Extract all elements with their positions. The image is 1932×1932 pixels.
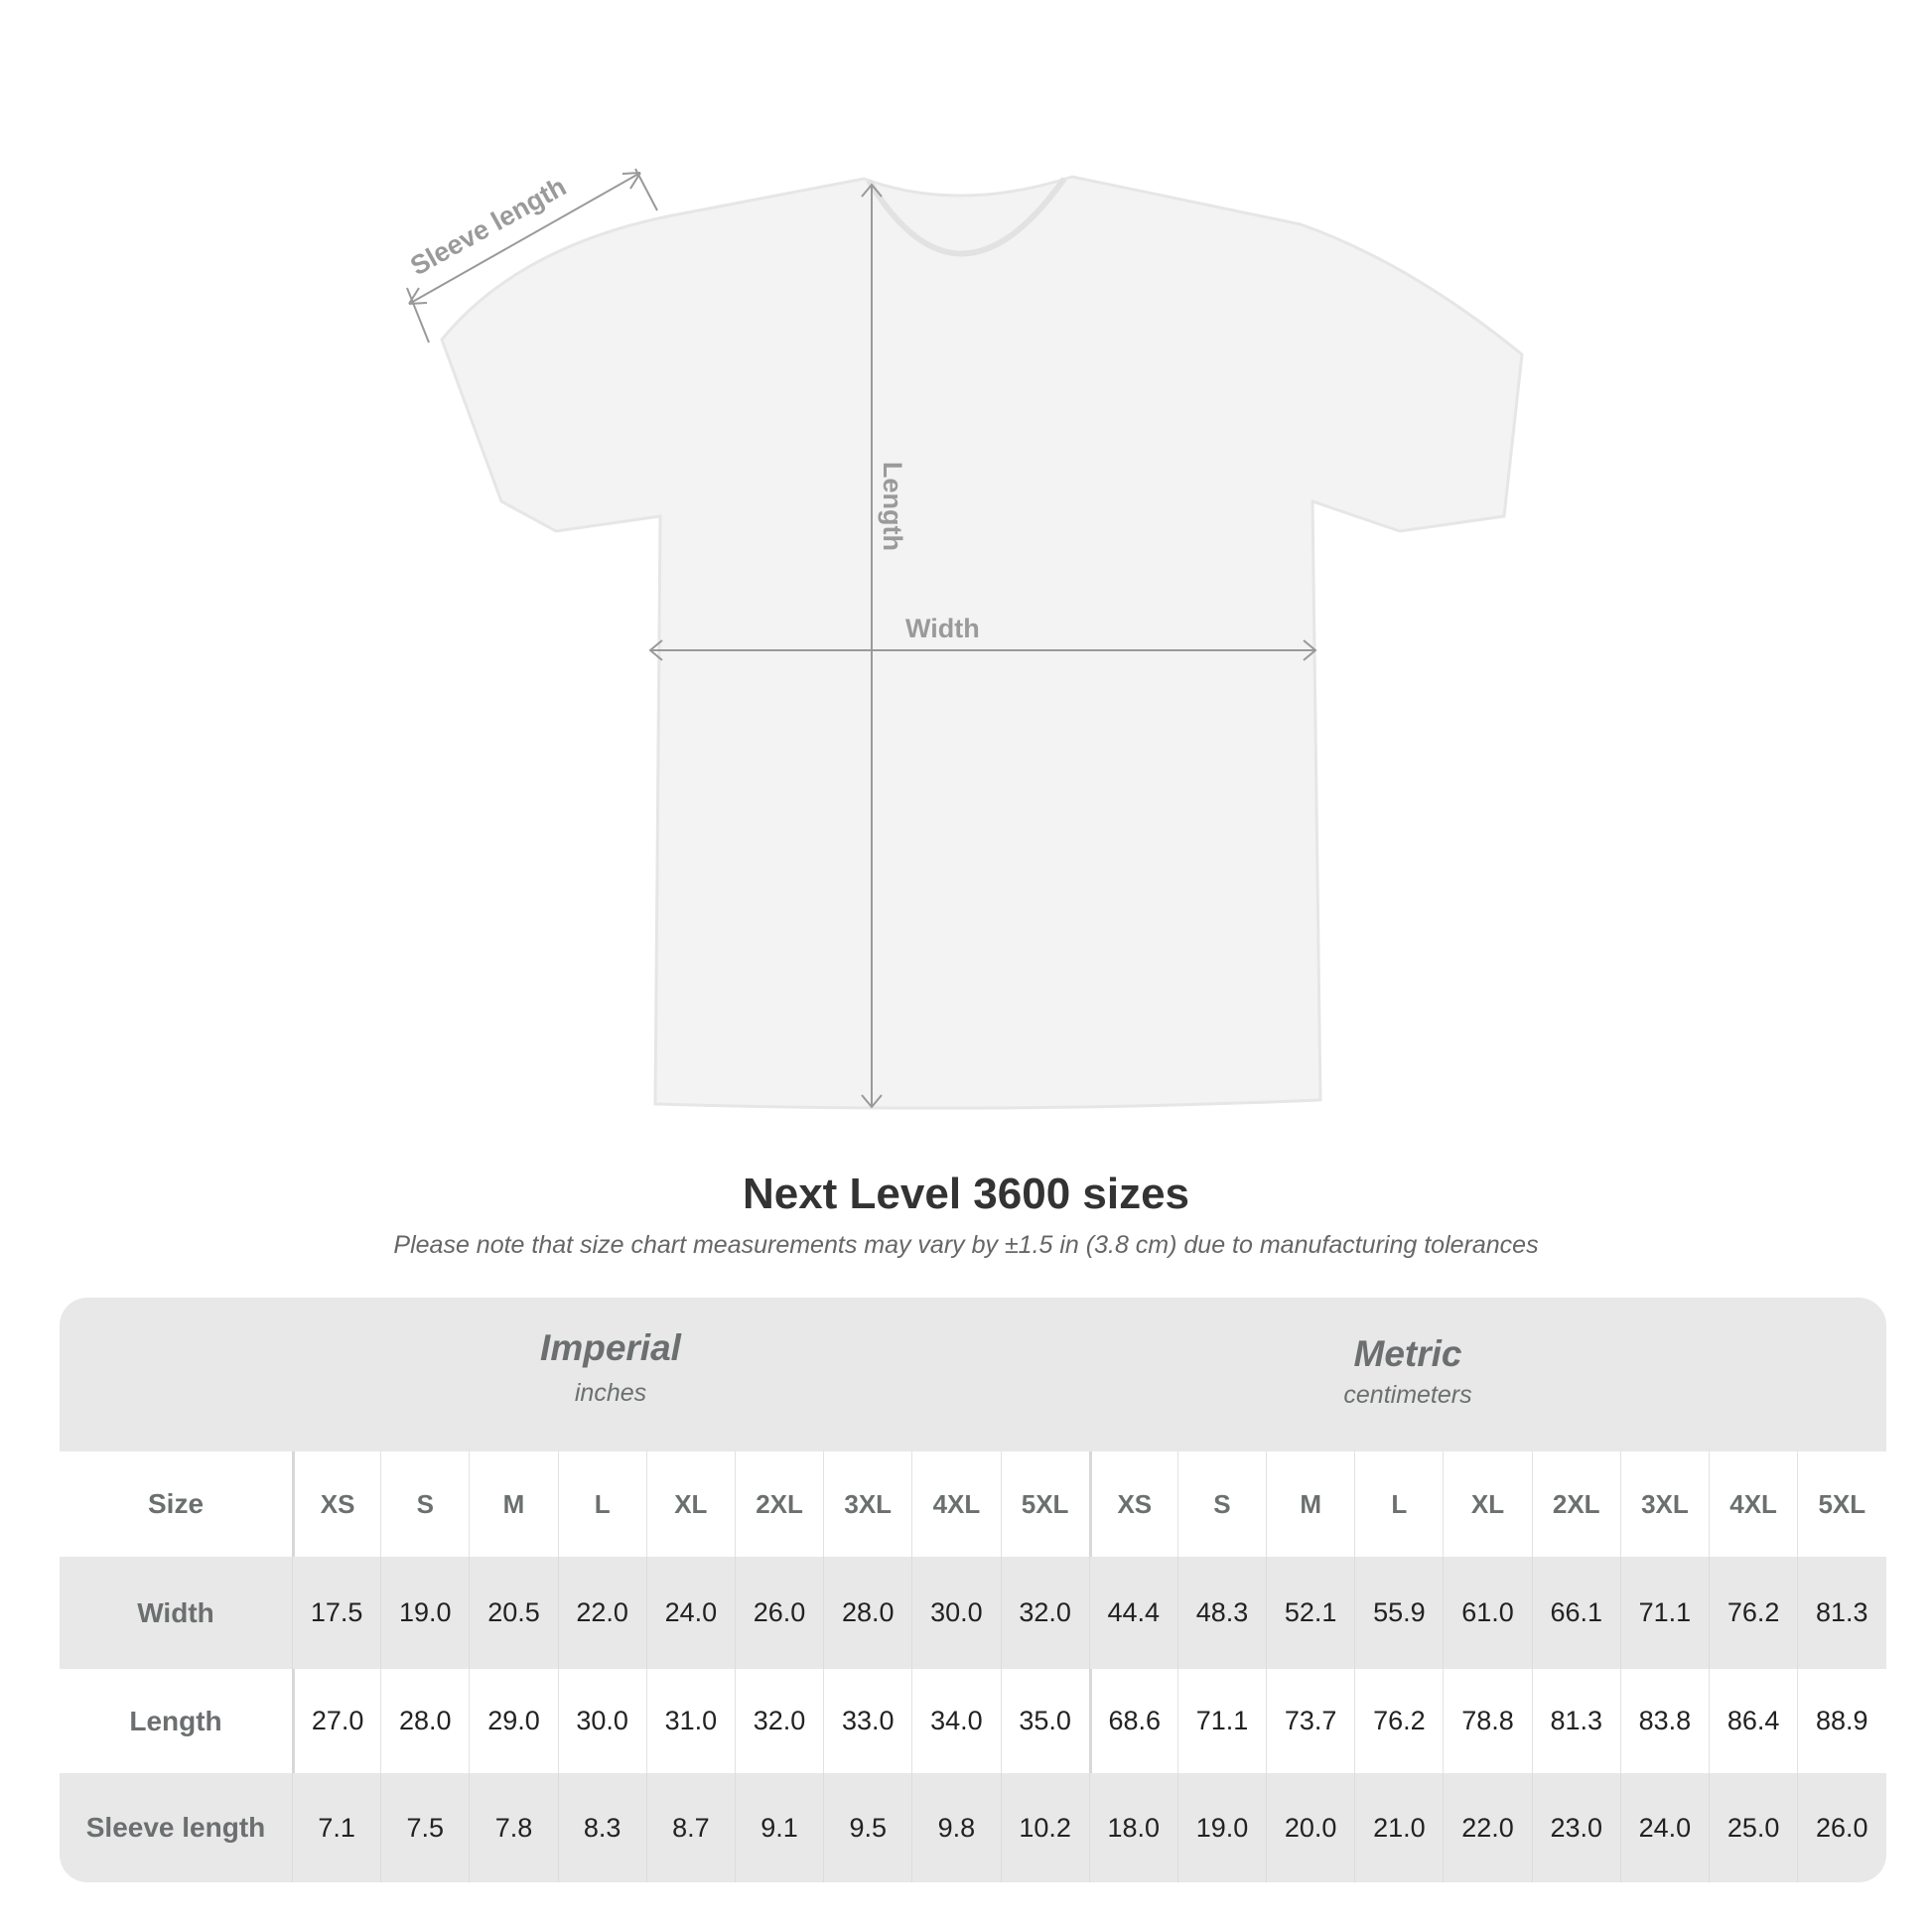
table-cell: 29.0 xyxy=(469,1669,557,1773)
table-cell: 52.1 xyxy=(1266,1557,1354,1669)
size-header-cell: M xyxy=(1266,1451,1354,1557)
table-cell: 24.0 xyxy=(645,1557,735,1669)
size-header-cell: XL xyxy=(645,1451,735,1557)
tolerance-note: Please note that size chart measurements… xyxy=(393,1231,1539,1259)
size-header-cell: 3XL xyxy=(1619,1451,1709,1557)
table-cell: 35.0 xyxy=(1000,1669,1089,1773)
size-header-cell: L xyxy=(557,1451,646,1557)
size-header-cell: 4XL xyxy=(1709,1451,1797,1557)
size-header-cell: M xyxy=(469,1451,557,1557)
size-header-cell: S xyxy=(1176,1451,1266,1557)
table-cell: 81.3 xyxy=(1797,1557,1885,1669)
table-cell: 7.1 xyxy=(292,1773,380,1882)
table-cell: 10.2 xyxy=(1000,1773,1089,1882)
table-cell: 61.0 xyxy=(1443,1557,1531,1669)
page-title: Next Level 3600 sizes xyxy=(742,1170,1190,1218)
size-header-cell: 3XL xyxy=(823,1451,911,1557)
size-header-cell: S xyxy=(380,1451,469,1557)
table-cell: 31.0 xyxy=(645,1669,735,1773)
table-cell: 44.4 xyxy=(1088,1557,1177,1669)
size-header-cell: XL xyxy=(1443,1451,1531,1557)
width-label: Width xyxy=(905,614,980,643)
row-label: Size xyxy=(147,1488,205,1519)
table-row: Width 17.5 19.0 20.5 22.0 24.0 26.0 28.0 30.0 32.… xyxy=(60,1557,1886,1669)
table-cell: 8.3 xyxy=(557,1773,646,1882)
table-cell: 28.0 xyxy=(823,1557,911,1669)
table-cell: 21.0 xyxy=(1354,1773,1443,1882)
size-header-cell: 5XL xyxy=(1000,1451,1089,1557)
size-header-cell: XS xyxy=(292,1451,380,1557)
table-cell: 17.5 xyxy=(292,1557,380,1669)
table-cell: 20.0 xyxy=(1266,1773,1354,1882)
size-header-cell: 2XL xyxy=(734,1451,823,1557)
table-cell: 73.7 xyxy=(1266,1669,1354,1773)
table-cell: 9.8 xyxy=(911,1773,1000,1882)
table-cell: 22.0 xyxy=(1443,1773,1531,1882)
size-header-row: Size XS S M L XL 2XL 3XL 4XL 5XL XS S M L XL 2XL 3XL 4XL 5… xyxy=(60,1451,1886,1557)
size-header-cell: 5XL xyxy=(1797,1451,1885,1557)
length-label: Length xyxy=(878,462,907,551)
imperial-title: Imperial xyxy=(540,1327,681,1368)
table-cell: 48.3 xyxy=(1176,1557,1266,1669)
table-cell: 18.0 xyxy=(1088,1773,1177,1882)
table-cell: 33.0 xyxy=(823,1669,911,1773)
table-cell: 78.8 xyxy=(1443,1669,1531,1773)
tshirt-collar xyxy=(866,177,1067,257)
table-cell: 19.0 xyxy=(380,1557,469,1669)
table-row: Sleeve length 7.1 7.5 7.8 8.3 8.7 9.1 9.5 9.8 10.… xyxy=(60,1773,1886,1882)
table-cell: 76.2 xyxy=(1709,1557,1797,1669)
size-header-cell: 2XL xyxy=(1531,1451,1620,1557)
table-cell: 22.0 xyxy=(557,1557,646,1669)
metric-unit: centimeters xyxy=(1343,1381,1472,1409)
table-cell: 66.1 xyxy=(1531,1557,1620,1669)
table-cell: 20.5 xyxy=(469,1557,557,1669)
table-cell: 7.8 xyxy=(469,1773,557,1882)
table-cell: 9.5 xyxy=(823,1773,911,1882)
table-cell: 24.0 xyxy=(1619,1773,1709,1882)
table-cell: 9.1 xyxy=(734,1773,823,1882)
table-row: Length 27.0 28.0 29.0 30.0 31.0 32.0 33.0 34.0 35… xyxy=(60,1669,1886,1773)
row-label: Width xyxy=(137,1596,214,1628)
table-cell: 25.0 xyxy=(1709,1773,1797,1882)
table-cell: 32.0 xyxy=(1000,1557,1089,1669)
table-cell: 19.0 xyxy=(1176,1773,1266,1882)
table-cell: 30.0 xyxy=(911,1557,1000,1669)
imperial-group: Imperial inches xyxy=(292,1327,929,1408)
tshirt-body xyxy=(440,175,1524,1110)
metric-group: Metric centimeters xyxy=(929,1333,1886,1410)
table-cell: 71.1 xyxy=(1619,1557,1709,1669)
table-cell: 26.0 xyxy=(734,1557,823,1669)
tshirt-diagram: Sleeve length Length Width xyxy=(405,168,1524,1110)
table-cell: 88.9 xyxy=(1797,1669,1885,1773)
imperial-unit: inches xyxy=(574,1379,647,1407)
table-cell: 28.0 xyxy=(380,1669,469,1773)
table-cell: 23.0 xyxy=(1531,1773,1620,1882)
table-cell: 32.0 xyxy=(734,1669,823,1773)
size-header-cell: XS xyxy=(1088,1451,1177,1557)
size-header-cell: L xyxy=(1354,1451,1443,1557)
table-cell: 71.1 xyxy=(1176,1669,1266,1773)
table-cell: 68.6 xyxy=(1088,1669,1177,1773)
metric-title: Metric xyxy=(1353,1333,1462,1374)
table-header: Imperial inches Metric centimeters xyxy=(60,1298,1886,1451)
row-label: Length xyxy=(129,1705,222,1736)
table-cell: 27.0 xyxy=(292,1669,380,1773)
table-cell: 76.2 xyxy=(1354,1669,1443,1773)
sleeve-arrow xyxy=(408,172,641,305)
table-cell: 83.8 xyxy=(1619,1669,1709,1773)
table-cell: 81.3 xyxy=(1531,1669,1620,1773)
table-cell: 86.4 xyxy=(1709,1669,1797,1773)
table-cell: 34.0 xyxy=(911,1669,1000,1773)
table-cell: 30.0 xyxy=(557,1669,646,1773)
table-cell: 8.7 xyxy=(645,1773,735,1882)
size-header-cell: 4XL xyxy=(911,1451,1000,1557)
table-cell: 26.0 xyxy=(1797,1773,1885,1882)
size-table: Imperial inches Metric centimeters Size X… xyxy=(60,1298,1886,1882)
row-label: Sleeve length xyxy=(85,1812,266,1843)
table-cell: 55.9 xyxy=(1354,1557,1443,1669)
table-cell: 7.5 xyxy=(380,1773,469,1882)
